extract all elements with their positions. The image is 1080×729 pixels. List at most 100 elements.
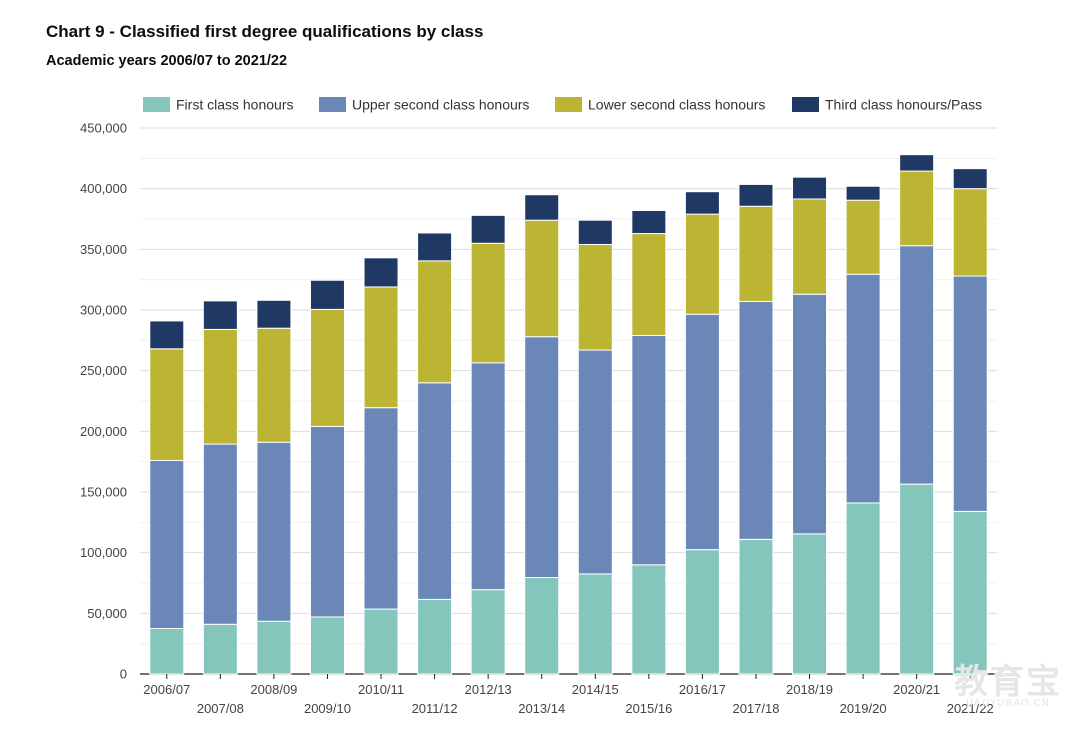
bars bbox=[149, 154, 988, 675]
bar-first bbox=[631, 564, 667, 675]
chart-subtitle: Academic years 2006/07 to 2021/22 bbox=[46, 53, 288, 69]
legend-swatch-first bbox=[143, 97, 170, 112]
x-tick-label: 2020/21 bbox=[893, 682, 940, 697]
bar-third bbox=[470, 214, 506, 244]
y-tick-label: 250,000 bbox=[80, 363, 127, 378]
y-tick-label: 350,000 bbox=[80, 242, 127, 257]
bar-lower bbox=[202, 328, 238, 445]
x-tick-label: 2007/08 bbox=[197, 701, 244, 716]
bar-first bbox=[470, 589, 506, 675]
bar-third bbox=[202, 300, 238, 330]
bar-first bbox=[952, 510, 988, 675]
bar-third bbox=[738, 183, 774, 207]
bar-upper bbox=[845, 273, 881, 504]
bar-third bbox=[256, 299, 292, 329]
x-tick-label: 2019/20 bbox=[840, 701, 887, 716]
y-tick-label: 0 bbox=[120, 667, 127, 682]
bar-first bbox=[417, 598, 453, 675]
watermark-subtext: JIAOYUBAO.CN bbox=[966, 698, 1050, 709]
bar-third bbox=[684, 191, 720, 215]
bar-upper bbox=[202, 443, 238, 625]
bar-lower bbox=[631, 233, 667, 336]
bar-lower bbox=[524, 219, 560, 338]
bar-first bbox=[202, 623, 238, 675]
bar-upper bbox=[470, 362, 506, 591]
bar-first bbox=[792, 533, 828, 675]
bar-upper bbox=[952, 275, 988, 512]
bar-upper bbox=[577, 349, 613, 575]
bar-upper bbox=[899, 245, 935, 485]
bar-third bbox=[577, 219, 613, 245]
bar-third bbox=[363, 257, 399, 288]
bar-third bbox=[524, 194, 560, 221]
x-axis: 2006/07 2007/08 2008/09 2009/10 2010/11 2011/… bbox=[143, 674, 994, 716]
bar-upper bbox=[738, 301, 774, 540]
legend-swatch-third bbox=[792, 97, 819, 112]
bar-third bbox=[309, 279, 345, 310]
x-tick-label: 2008/09 bbox=[250, 682, 297, 697]
bar-first bbox=[149, 628, 185, 675]
legend-label-lower: Lower second class honours bbox=[588, 97, 765, 113]
bar-upper bbox=[309, 425, 345, 618]
x-tick-label: 2006/07 bbox=[143, 682, 190, 697]
bar-lower bbox=[952, 188, 988, 277]
watermark-text: 教育宝 bbox=[954, 662, 1062, 702]
y-tick-label: 150,000 bbox=[80, 485, 127, 500]
x-tick-label: 2011/12 bbox=[412, 701, 458, 716]
x-tick-label: 2010/11 bbox=[358, 682, 404, 697]
legend: First class honours Upper second class ho… bbox=[143, 97, 982, 113]
bar-first bbox=[363, 608, 399, 675]
bar-lower bbox=[417, 260, 453, 384]
legend-label-upper: Upper second class honours bbox=[352, 97, 529, 113]
bar-lower bbox=[738, 205, 774, 303]
bar-third bbox=[952, 168, 988, 190]
bar-third bbox=[631, 210, 667, 235]
bar-upper bbox=[792, 293, 828, 535]
x-tick-label: 2017/18 bbox=[732, 701, 779, 716]
x-tick-label: 2014/15 bbox=[572, 682, 619, 697]
y-tick-label: 300,000 bbox=[80, 303, 127, 318]
bar-first bbox=[684, 549, 720, 675]
y-tick-label: 450,000 bbox=[80, 121, 127, 136]
x-tick-label: 2012/13 bbox=[465, 682, 512, 697]
bar-first bbox=[309, 616, 345, 675]
bar-upper bbox=[684, 313, 720, 551]
y-axis: 0 50,000 100,000 150,000 200,000 250,000 300,0… bbox=[80, 121, 127, 682]
y-tick-label: 400,000 bbox=[80, 181, 127, 196]
bar-third bbox=[792, 176, 828, 200]
bar-first bbox=[256, 620, 292, 675]
bar-first bbox=[845, 502, 881, 675]
bar-upper bbox=[417, 382, 453, 600]
bar-lower bbox=[309, 308, 345, 427]
legend-label-first: First class honours bbox=[176, 97, 293, 113]
bar-lower bbox=[684, 213, 720, 315]
bar-upper bbox=[256, 441, 292, 622]
bar-third bbox=[845, 185, 881, 201]
bar-first bbox=[577, 573, 613, 675]
bar-lower bbox=[256, 327, 292, 443]
x-tick-label: 2021/22 bbox=[947, 701, 994, 716]
bar-upper bbox=[524, 336, 560, 579]
bar-upper bbox=[631, 334, 667, 566]
bar-third bbox=[417, 232, 453, 262]
bar-first bbox=[524, 577, 560, 675]
bar-lower bbox=[792, 198, 828, 295]
y-tick-label: 200,000 bbox=[80, 424, 127, 439]
bar-lower bbox=[470, 242, 506, 364]
legend-label-third: Third class honours/Pass bbox=[825, 97, 982, 113]
bar-lower bbox=[149, 348, 185, 461]
bar-third bbox=[899, 154, 935, 172]
chart-title: Chart 9 - Classified first degree qualif… bbox=[46, 22, 484, 41]
x-tick-label: 2013/14 bbox=[518, 701, 565, 716]
x-tick-label: 2018/19 bbox=[786, 682, 833, 697]
bar-upper bbox=[363, 407, 399, 610]
bar-first bbox=[899, 483, 935, 675]
y-tick-label: 50,000 bbox=[87, 606, 127, 621]
bar-upper bbox=[149, 459, 185, 629]
watermark-logo: 教育宝 JIAOYUBAO.CN bbox=[954, 665, 1062, 709]
bar-lower bbox=[899, 170, 935, 247]
x-tick-label: 2015/16 bbox=[625, 701, 672, 716]
legend-swatch-upper bbox=[319, 97, 346, 112]
y-tick-label: 100,000 bbox=[80, 545, 127, 560]
